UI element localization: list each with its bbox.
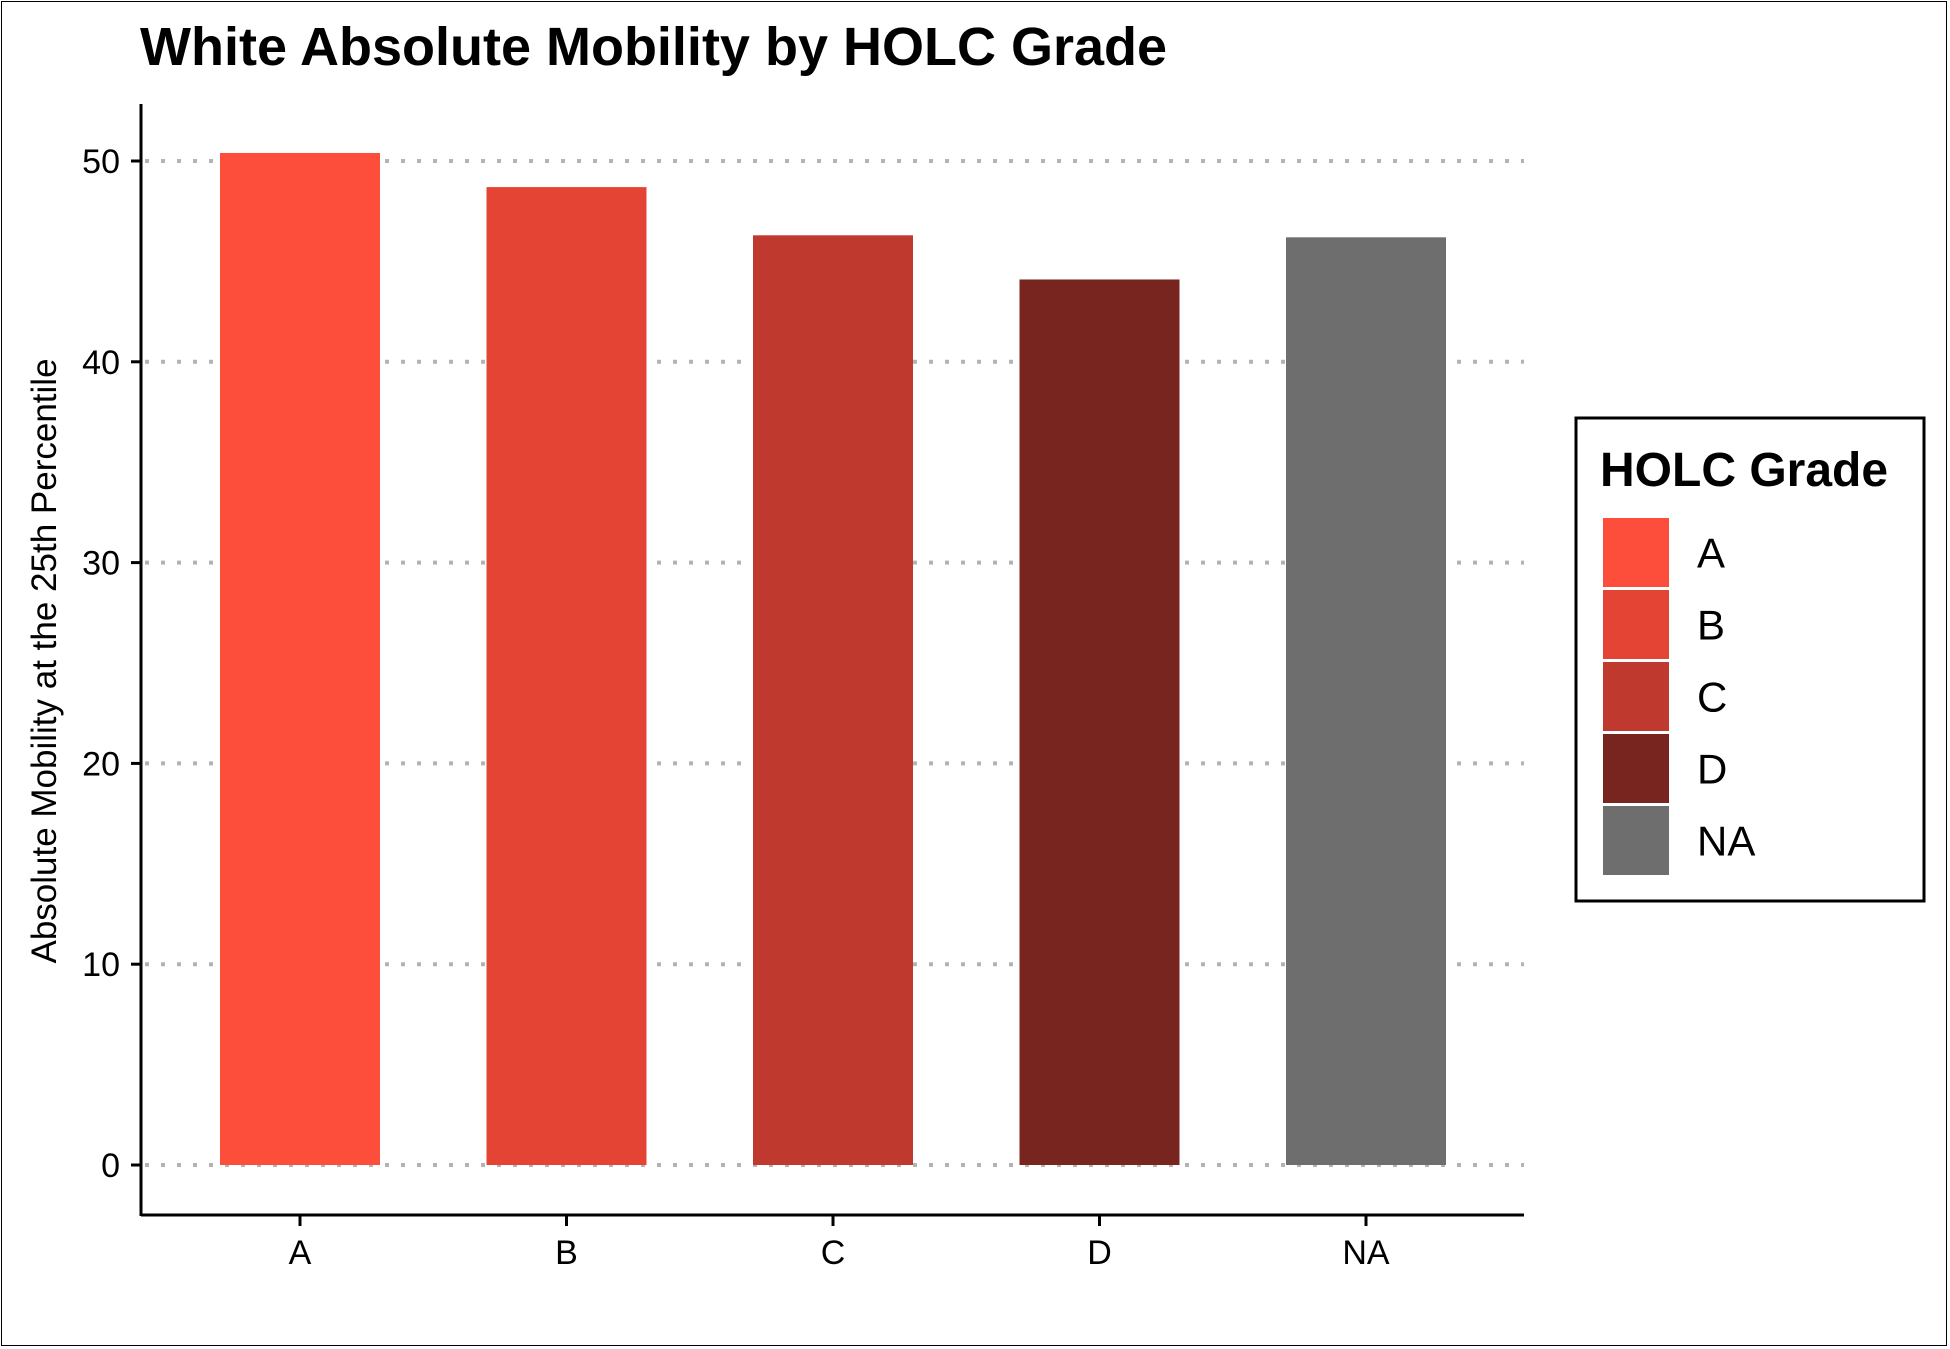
x-tick-label: D <box>1087 1234 1112 1272</box>
bar-a <box>220 152 380 1165</box>
y-tick-label: 20 <box>82 745 120 783</box>
y-tick-label: 0 <box>101 1147 120 1185</box>
y-tick-label: 50 <box>82 143 120 181</box>
legend-title: HOLC Grade <box>1600 444 1888 497</box>
legend-label: B <box>1697 602 1725 649</box>
x-tick-label: B <box>555 1234 578 1272</box>
axes <box>139 104 1524 1217</box>
legend-label: D <box>1697 746 1727 793</box>
legend-swatch-na <box>1603 806 1669 875</box>
legend-label: A <box>1697 530 1725 577</box>
y-tick-label: 30 <box>82 545 120 583</box>
bar-na <box>1286 237 1446 1165</box>
x-tick-label: NA <box>1342 1234 1390 1272</box>
legend-label: NA <box>1697 818 1755 865</box>
legend-swatch-a <box>1603 518 1669 587</box>
legend-swatch-c <box>1603 662 1669 731</box>
y-tick-label: 10 <box>82 946 120 984</box>
x-tick-label: C <box>821 1234 846 1272</box>
bar-d <box>1019 279 1180 1165</box>
x-tick-label: A <box>289 1234 312 1272</box>
legend-swatch-b <box>1603 590 1669 659</box>
y-axis-title: Absolute Mobility at the 25th Percentile <box>25 358 64 963</box>
y-ticks: 0 10 20 30 40 50 <box>82 143 141 1185</box>
chart-title: White Absolute Mobility by HOLC Grade <box>140 17 1167 77</box>
y-tick-label: 40 <box>82 344 120 382</box>
bar-c <box>753 235 913 1165</box>
bars <box>220 152 1446 1165</box>
x-ticks: A B C D NA <box>289 1216 1390 1272</box>
bar-b <box>486 187 647 1165</box>
legend-label: C <box>1697 674 1727 721</box>
legend-swatch-d <box>1603 734 1669 803</box>
